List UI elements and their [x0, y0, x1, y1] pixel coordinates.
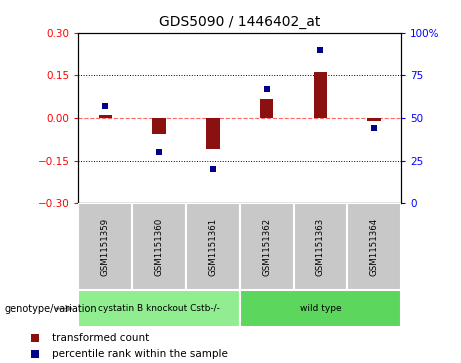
Bar [347, 203, 401, 290]
Bar [132, 203, 186, 290]
Text: transformed count: transformed count [52, 333, 149, 343]
Bar [260, 99, 273, 118]
Text: GSM1151364: GSM1151364 [370, 218, 378, 276]
Bar [313, 73, 327, 118]
Bar [78, 203, 132, 290]
Text: cystatin B knockout Cstb-/-: cystatin B knockout Cstb-/- [98, 304, 220, 313]
Text: GSM1151360: GSM1151360 [154, 218, 164, 276]
Text: genotype/variation: genotype/variation [5, 303, 97, 314]
Bar [99, 115, 112, 118]
Bar [240, 290, 401, 327]
Text: GSM1151361: GSM1151361 [208, 218, 217, 276]
Bar [186, 203, 240, 290]
Text: GSM1151359: GSM1151359 [101, 218, 110, 276]
Bar [206, 118, 219, 149]
Text: GSM1151362: GSM1151362 [262, 218, 271, 276]
Title: GDS5090 / 1446402_at: GDS5090 / 1446402_at [159, 15, 320, 29]
Text: wild type: wild type [300, 304, 341, 313]
Bar [294, 203, 347, 290]
Bar [367, 118, 381, 121]
Bar [152, 118, 166, 134]
Text: percentile rank within the sample: percentile rank within the sample [52, 348, 228, 359]
Bar [78, 290, 240, 327]
Bar [240, 203, 294, 290]
Text: GSM1151363: GSM1151363 [316, 218, 325, 276]
